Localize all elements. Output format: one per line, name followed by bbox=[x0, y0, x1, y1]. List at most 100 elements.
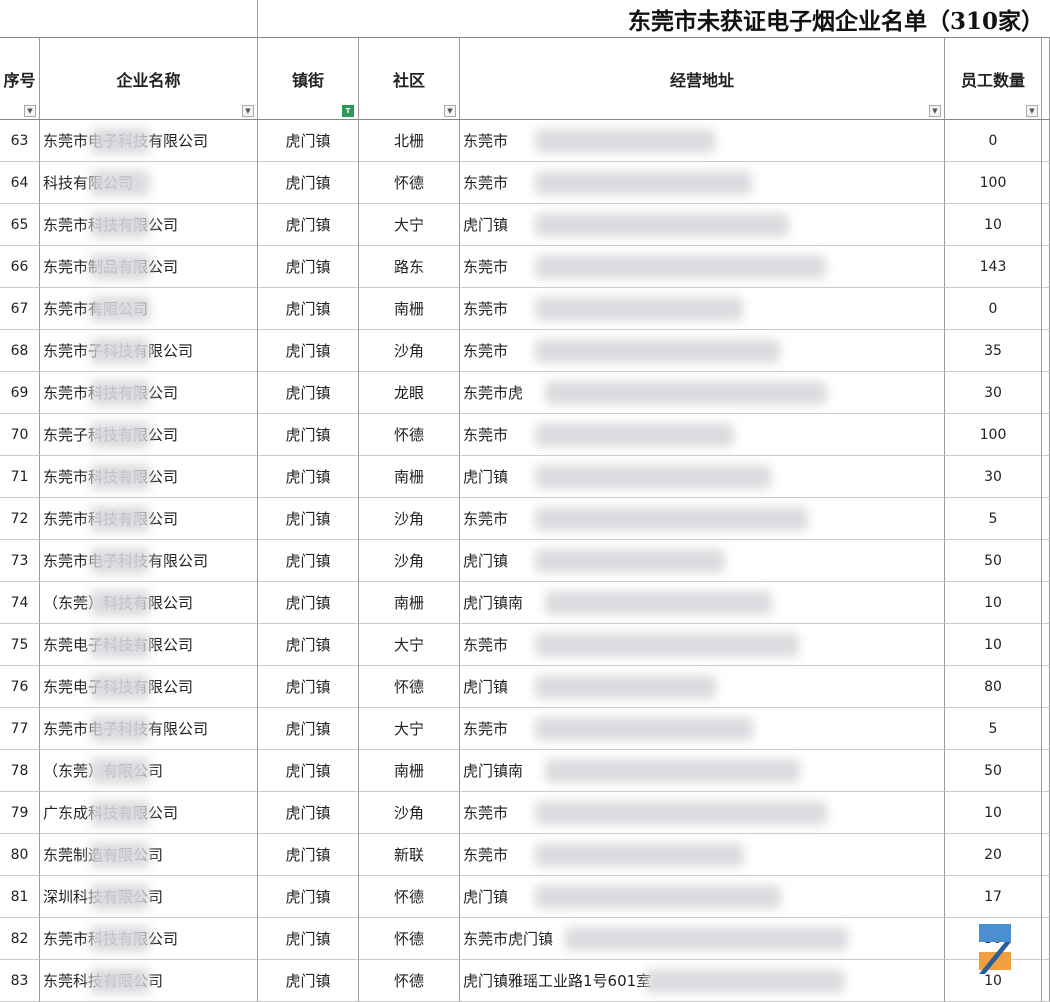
cell-text: 10 bbox=[984, 972, 1002, 989]
filter-button[interactable]: ▼ bbox=[24, 105, 36, 117]
cell-text: 66 bbox=[10, 258, 29, 275]
cell-text: 100 bbox=[979, 174, 1007, 191]
table-cell: 79 bbox=[0, 792, 40, 834]
extra-column bbox=[1042, 456, 1050, 498]
cell-text: 80 bbox=[10, 846, 29, 863]
filter-button[interactable]: T bbox=[342, 105, 354, 117]
redaction bbox=[645, 969, 845, 993]
redaction bbox=[90, 254, 150, 280]
table-cell: 虎门镇 bbox=[258, 750, 359, 792]
cell-text: 17 bbox=[984, 888, 1002, 905]
cell-text: 0 bbox=[988, 132, 998, 149]
table-cell: 怀德 bbox=[359, 876, 460, 918]
cell-text: 10 bbox=[984, 594, 1002, 611]
cell-text: 虎门镇 bbox=[285, 930, 331, 948]
cell-text: 50 bbox=[984, 762, 1002, 779]
table-cell: 75 bbox=[0, 624, 40, 666]
extra-column bbox=[1042, 204, 1050, 246]
cell-text: 南栅 bbox=[393, 594, 424, 612]
table-cell: 南栅 bbox=[359, 288, 460, 330]
table-cell: 50 bbox=[945, 750, 1042, 792]
table-cell: 70 bbox=[0, 414, 40, 456]
table-cell: 5 bbox=[945, 498, 1042, 540]
sheet-title: 东莞市未获证电子烟企业名单（310家） bbox=[258, 0, 1050, 38]
table-cell: 东莞市科技有限公司 bbox=[40, 456, 258, 498]
table-cell: 73 bbox=[0, 540, 40, 582]
table-cell: 65 bbox=[0, 204, 40, 246]
cell-text: 74 bbox=[10, 594, 29, 611]
table-cell: 东莞市 bbox=[460, 288, 945, 330]
redaction bbox=[90, 296, 150, 322]
table-cell: 东莞子科技有限公司 bbox=[40, 414, 258, 456]
redaction bbox=[535, 255, 826, 279]
redaction bbox=[90, 338, 150, 364]
column-header: 镇街 T bbox=[258, 38, 359, 120]
table-cell: 虎门镇 bbox=[460, 876, 945, 918]
cell-text: 虎门镇 bbox=[463, 551, 509, 570]
redaction bbox=[90, 128, 150, 154]
table-cell: 南栅 bbox=[359, 456, 460, 498]
cell-text: 南栅 bbox=[393, 300, 424, 318]
table-cell: 北栅 bbox=[359, 120, 460, 162]
redaction bbox=[90, 506, 150, 532]
redaction bbox=[545, 591, 772, 615]
table-cell: 南栅 bbox=[359, 750, 460, 792]
extra-column bbox=[1042, 666, 1050, 708]
table-cell: 64 bbox=[0, 162, 40, 204]
cell-text: 东莞市 bbox=[463, 803, 509, 822]
table-cell: 0 bbox=[945, 288, 1042, 330]
table-cell: 怀德 bbox=[359, 918, 460, 960]
cell-text: 虎门镇 bbox=[285, 510, 331, 528]
table-cell: 路东 bbox=[359, 246, 460, 288]
filter-button[interactable]: ▼ bbox=[242, 105, 254, 117]
table-cell: 虎门镇 bbox=[258, 876, 359, 918]
cell-text: 东莞市 bbox=[463, 425, 509, 444]
redaction bbox=[535, 633, 799, 657]
table-cell: 科技有限公司 bbox=[40, 162, 258, 204]
table-cell: 74 bbox=[0, 582, 40, 624]
redaction bbox=[90, 590, 150, 616]
redaction bbox=[535, 885, 781, 909]
table-cell: 怀德 bbox=[359, 162, 460, 204]
table-cell: 沙角 bbox=[359, 498, 460, 540]
table-cell: 80 bbox=[0, 834, 40, 876]
table-cell: 虎门镇 bbox=[258, 624, 359, 666]
table-cell: 东莞市电子科技有限公司 bbox=[40, 708, 258, 750]
cell-text: 20 bbox=[984, 846, 1002, 863]
extra-column bbox=[1042, 246, 1050, 288]
table-cell: 东莞市 bbox=[460, 834, 945, 876]
extra-column bbox=[1042, 38, 1050, 120]
table-cell: 82 bbox=[0, 918, 40, 960]
cell-text: 5 bbox=[988, 510, 998, 527]
filter-button[interactable]: ▼ bbox=[444, 105, 456, 117]
table-cell: 17 bbox=[945, 876, 1042, 918]
cell-text: 69 bbox=[10, 384, 29, 401]
cell-text: 东莞市 bbox=[463, 131, 509, 150]
cell-text: 路东 bbox=[393, 258, 424, 276]
cell-text: 82 bbox=[10, 930, 29, 947]
cell-text: 75 bbox=[10, 636, 29, 653]
extra-column bbox=[1042, 582, 1050, 624]
table-cell: 虎门镇雅瑶工业路1号601室 bbox=[460, 960, 945, 1002]
cell-text: 东莞市 bbox=[463, 257, 509, 276]
cell-text: 虎门镇 bbox=[285, 846, 331, 864]
filter-button[interactable]: ▼ bbox=[929, 105, 941, 117]
extra-column bbox=[1042, 876, 1050, 918]
table-cell: 东莞市科技有限公司 bbox=[40, 372, 258, 414]
cell-text: 虎门镇 bbox=[285, 300, 331, 318]
cell-text: 76 bbox=[10, 678, 29, 695]
extra-column bbox=[1042, 498, 1050, 540]
redaction bbox=[535, 717, 753, 741]
table-cell: 72 bbox=[0, 498, 40, 540]
table-cell: 龙眼 bbox=[359, 372, 460, 414]
cell-text: 80 bbox=[984, 678, 1002, 695]
table-cell: 20 bbox=[945, 834, 1042, 876]
table-cell: 66 bbox=[0, 246, 40, 288]
table-cell: 东莞市 bbox=[460, 120, 945, 162]
cell-text: 虎门镇 bbox=[285, 216, 331, 234]
table-cell: 0 bbox=[945, 120, 1042, 162]
table-cell: 80 bbox=[945, 666, 1042, 708]
filter-button[interactable]: ▼ bbox=[1026, 105, 1038, 117]
redaction bbox=[565, 927, 848, 951]
